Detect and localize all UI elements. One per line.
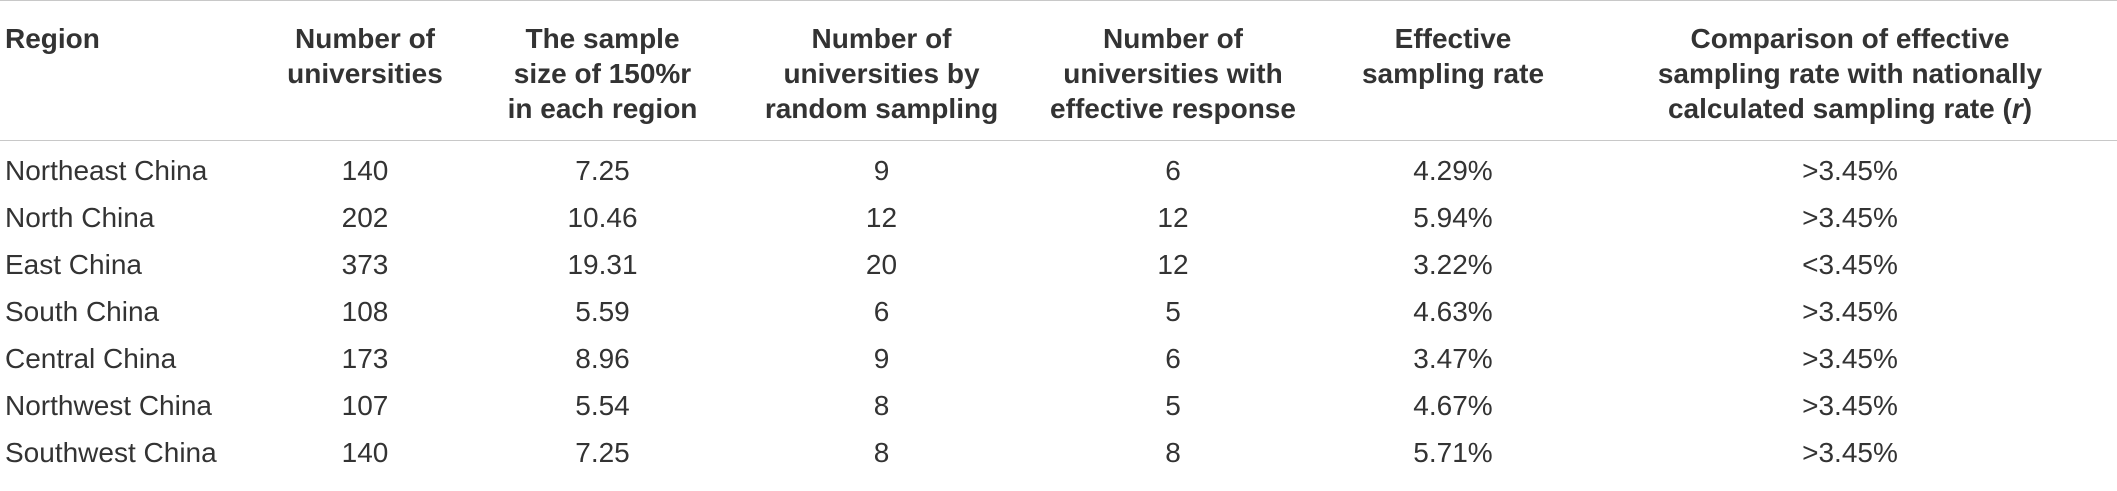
cell-random-sampling: 8 (873, 390, 890, 421)
cell-random-sampling: 20 (865, 249, 898, 280)
header-region: Region (0, 0, 265, 141)
cell-effective-response: 12 (1157, 249, 1189, 280)
cell-sample-size: 7.25 (575, 155, 630, 186)
cell-effective-response: 12 (1157, 202, 1189, 233)
header-sample-size: The sample size of 150%r in each region (465, 0, 740, 141)
table-row: Northwest China 107 5.54 8 5 4.67% >3.45% (0, 382, 2117, 429)
cell-sample-size: 7.25 (575, 437, 630, 468)
cell-comparison: >3.45% (1802, 390, 1898, 421)
cell-sample-size: 5.54 (575, 390, 630, 421)
cell-effective-response: 5 (1165, 296, 1181, 327)
cell-sample-size: 8.96 (575, 343, 630, 374)
table-row: Northeast China 140 7.25 9 6 4.29% >3.45% (0, 141, 2117, 195)
cell-region: South China (5, 296, 160, 327)
cell-comparison: >3.45% (1802, 155, 1898, 186)
cell-number-of-universities: 173 (341, 343, 389, 374)
cell-random-sampling: 8 (873, 437, 890, 468)
table-row: South China 108 5.59 6 5 4.63% >3.45% (0, 288, 2117, 335)
table-body: Northeast China 140 7.25 9 6 4.29% >3.45% North… (0, 141, 2117, 477)
cell-random-sampling: 9 (873, 155, 890, 186)
cell-region: Central China (5, 343, 177, 374)
cell-number-of-universities: 202 (341, 202, 389, 233)
header-number-of-universities: Number of universities (265, 0, 465, 141)
cell-number-of-universities: 107 (341, 390, 389, 421)
header-effective-response: Number of universities with effective re… (1023, 0, 1323, 141)
cell-region: East China (5, 249, 142, 280)
cell-comparison: >3.45% (1802, 343, 1898, 374)
cell-region: North China (5, 202, 155, 233)
cell-comparison: >3.45% (1802, 296, 1898, 327)
header-effective-sampling-rate: Effective sampling rate (1323, 0, 1583, 141)
cell-region: Northeast China (5, 155, 208, 186)
cell-effective-sampling-rate: 3.22% (1413, 249, 1493, 280)
cell-sample-size: 5.59 (575, 296, 630, 327)
cell-number-of-universities: 108 (341, 296, 389, 327)
cell-effective-sampling-rate: 3.47% (1413, 343, 1493, 374)
cell-comparison: >3.45% (1802, 202, 1898, 233)
header-random-sampling: Number of universities by random samplin… (740, 0, 1023, 141)
cell-region: Northwest China (5, 390, 212, 421)
table-row: North China 202 10.46 12 12 5.94% >3.45% (0, 194, 2117, 241)
cell-effective-sampling-rate: 4.67% (1413, 390, 1493, 421)
cell-random-sampling: 9 (873, 343, 890, 374)
cell-random-sampling: 6 (873, 296, 890, 327)
cell-number-of-universities: 140 (341, 437, 389, 468)
table-row: Southwest China 140 7.25 8 8 5.71% >3.45% (0, 429, 2117, 476)
cell-number-of-universities: 140 (341, 155, 389, 186)
cell-effective-sampling-rate: 4.63% (1413, 296, 1493, 327)
cell-effective-response: 8 (1165, 437, 1181, 468)
cell-effective-sampling-rate: 5.71% (1413, 437, 1493, 468)
cell-effective-response: 6 (1165, 155, 1181, 186)
table-row: Central China 173 8.96 9 6 3.47% >3.45% (0, 335, 2117, 382)
cell-number-of-universities: 373 (341, 249, 389, 280)
cell-effective-sampling-rate: 5.94% (1413, 202, 1493, 233)
header-comparison: Comparison of effective sampling rate wi… (1583, 0, 2117, 141)
cell-effective-response: 6 (1165, 343, 1181, 374)
cell-comparison: >3.45% (1802, 437, 1898, 468)
cell-sample-size: 19.31 (567, 249, 638, 280)
table-row: East China 373 19.31 20 12 3.22% <3.45% (0, 241, 2117, 288)
cell-sample-size: 10.46 (567, 202, 638, 233)
sampling-table: Region Number of universities The sample… (0, 0, 2117, 477)
cell-region: Southwest China (5, 437, 217, 468)
cell-comparison: <3.45% (1802, 249, 1898, 280)
header-row: Region Number of universities The sample… (0, 0, 2117, 141)
cell-effective-sampling-rate: 4.29% (1413, 155, 1493, 186)
cell-random-sampling: 12 (865, 202, 898, 233)
cell-effective-response: 5 (1165, 390, 1181, 421)
